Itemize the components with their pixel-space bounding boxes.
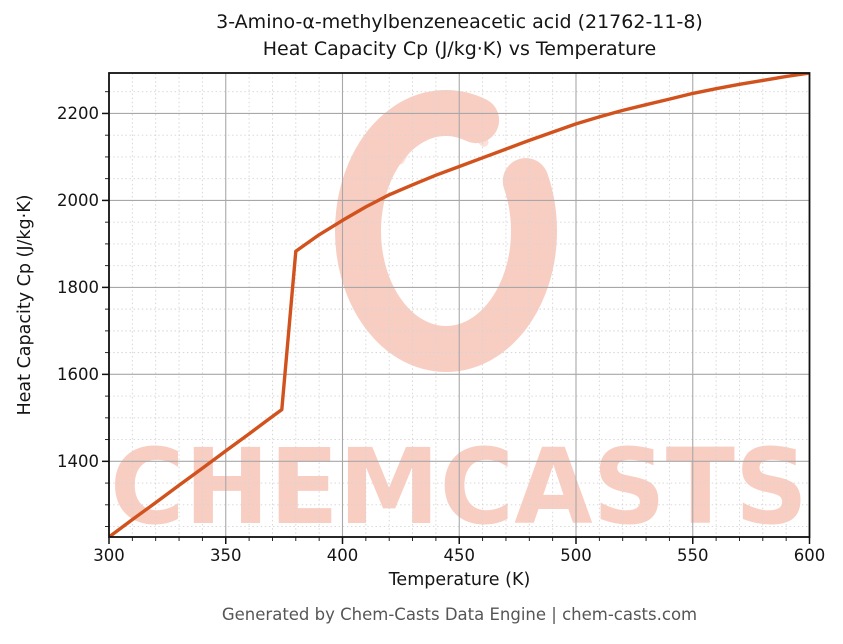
svg-text:600: 600 — [794, 546, 826, 565]
x-axis-label: Temperature (K) — [388, 570, 531, 590]
svg-text:550: 550 — [677, 546, 709, 565]
svg-text:450: 450 — [444, 546, 476, 565]
x-tick-labels: 300 350 400 450 500 550 600 — [93, 546, 825, 565]
svg-text:2200: 2200 — [57, 104, 99, 123]
cp-curve — [109, 73, 810, 537]
minor-gridlines — [109, 73, 810, 537]
minor-ticks — [105, 91, 787, 541]
svg-text:350: 350 — [210, 546, 242, 565]
c-swoosh-logo — [335, 90, 557, 372]
footer-attribution: Generated by Chem-Casts Data Engine | ch… — [221, 605, 698, 624]
major-ticks — [102, 112, 811, 544]
y-tick-labels: 1400 1600 1800 2000 2200 — [57, 104, 99, 471]
chart-title-line1: 3-Amino-α-methylbenzeneacetic acid (2176… — [216, 11, 703, 33]
chart-title: 3-Amino-α-methylbenzeneacetic acid (2176… — [109, 9, 810, 63]
svg-text:400: 400 — [327, 546, 359, 565]
svg-text:1400: 1400 — [57, 452, 99, 471]
c-swoosh-accent — [395, 120, 489, 165]
svg-text:1800: 1800 — [57, 278, 99, 297]
svg-text:2000: 2000 — [57, 191, 99, 210]
chart-title-line2: Heat Capacity Cp (J/kg·K) vs Temperature — [262, 38, 657, 60]
svg-text:300: 300 — [93, 546, 125, 565]
y-axis-label: Heat Capacity Cp (J/kg·K) — [15, 194, 35, 416]
svg-text:1600: 1600 — [57, 365, 99, 384]
svg-text:500: 500 — [560, 546, 592, 565]
